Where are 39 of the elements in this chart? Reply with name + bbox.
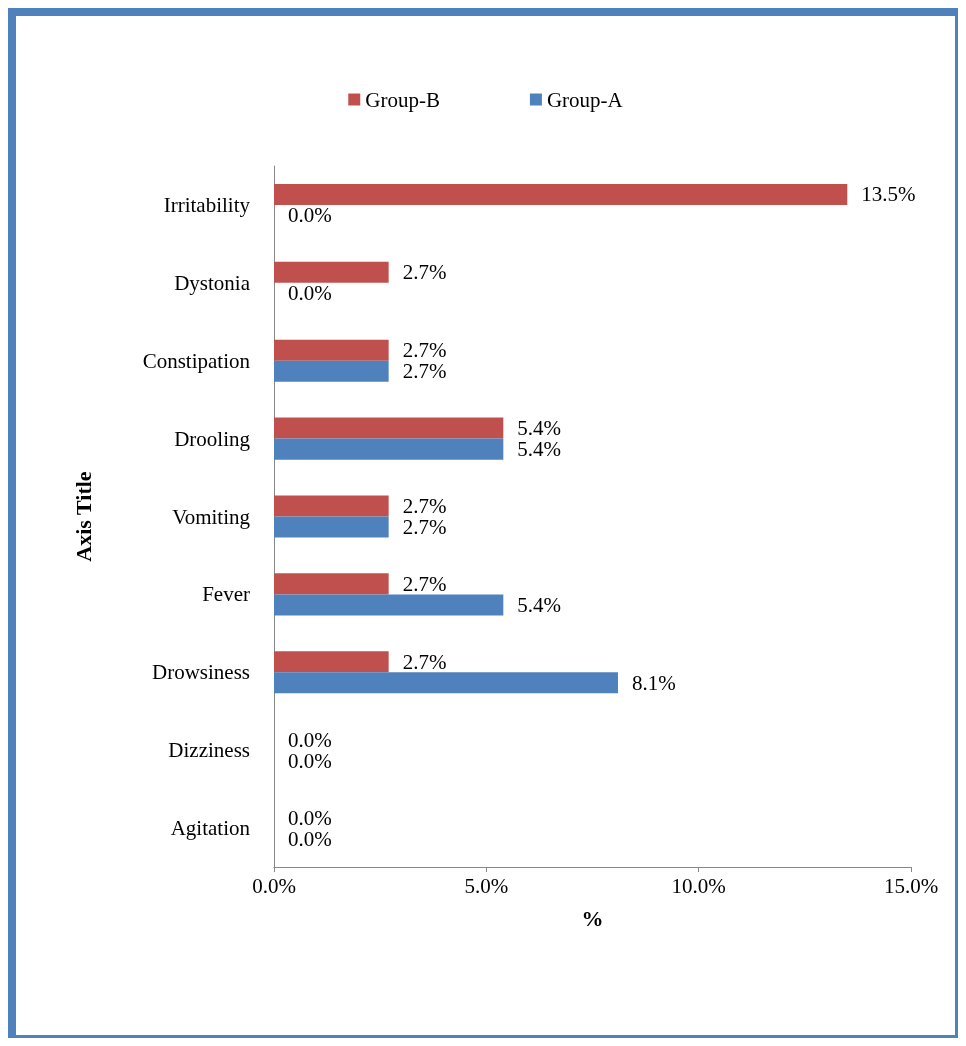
- data-label: 2.7%: [402, 260, 447, 285]
- y-tick-label: Constipation: [142, 348, 251, 373]
- bar: [274, 261, 389, 283]
- bar: [274, 438, 504, 460]
- x-tick-label: 15.0%: [883, 873, 939, 898]
- data-label: 0.0%: [288, 203, 332, 228]
- bar: [274, 495, 389, 517]
- x-tick-label: 10.0%: [671, 873, 726, 898]
- x-axis-title: %: [581, 905, 604, 931]
- bar: [274, 339, 389, 361]
- legend-label: Group-B: [365, 87, 440, 112]
- bar: [274, 417, 504, 439]
- bar: [274, 594, 504, 616]
- data-label: 0.0%: [288, 281, 332, 306]
- data-label: 8.1%: [631, 670, 676, 695]
- y-tick-label: Dizziness: [168, 738, 250, 763]
- y-axis-title: Axis Title: [70, 471, 96, 562]
- bar: [274, 360, 389, 382]
- y-tick-label: Fever: [202, 582, 250, 607]
- data-label: 13.5%: [861, 182, 916, 207]
- x-tick-label: 5.0%: [464, 873, 509, 898]
- data-label: 2.7%: [402, 515, 447, 540]
- bar: [274, 651, 389, 673]
- y-tick-label: Vomiting: [172, 504, 251, 529]
- y-tick-label: Dystonia: [174, 270, 251, 295]
- x-tick-label: 0.0%: [252, 873, 296, 898]
- data-label: 2.7%: [402, 493, 447, 518]
- bar: [274, 672, 618, 694]
- y-tick-label: Drooling: [174, 426, 251, 451]
- bar: [274, 183, 848, 205]
- y-tick-label: Irritability: [163, 192, 251, 217]
- legend-label: Group-A: [546, 87, 624, 112]
- data-label: 2.7%: [402, 649, 447, 674]
- bar: [274, 573, 389, 595]
- data-label: 5.4%: [517, 592, 562, 617]
- data-label: 2.7%: [402, 571, 447, 596]
- bar: [274, 516, 389, 538]
- y-tick-label: Drowsiness: [152, 660, 250, 685]
- y-tick-label: Agitation: [170, 816, 251, 841]
